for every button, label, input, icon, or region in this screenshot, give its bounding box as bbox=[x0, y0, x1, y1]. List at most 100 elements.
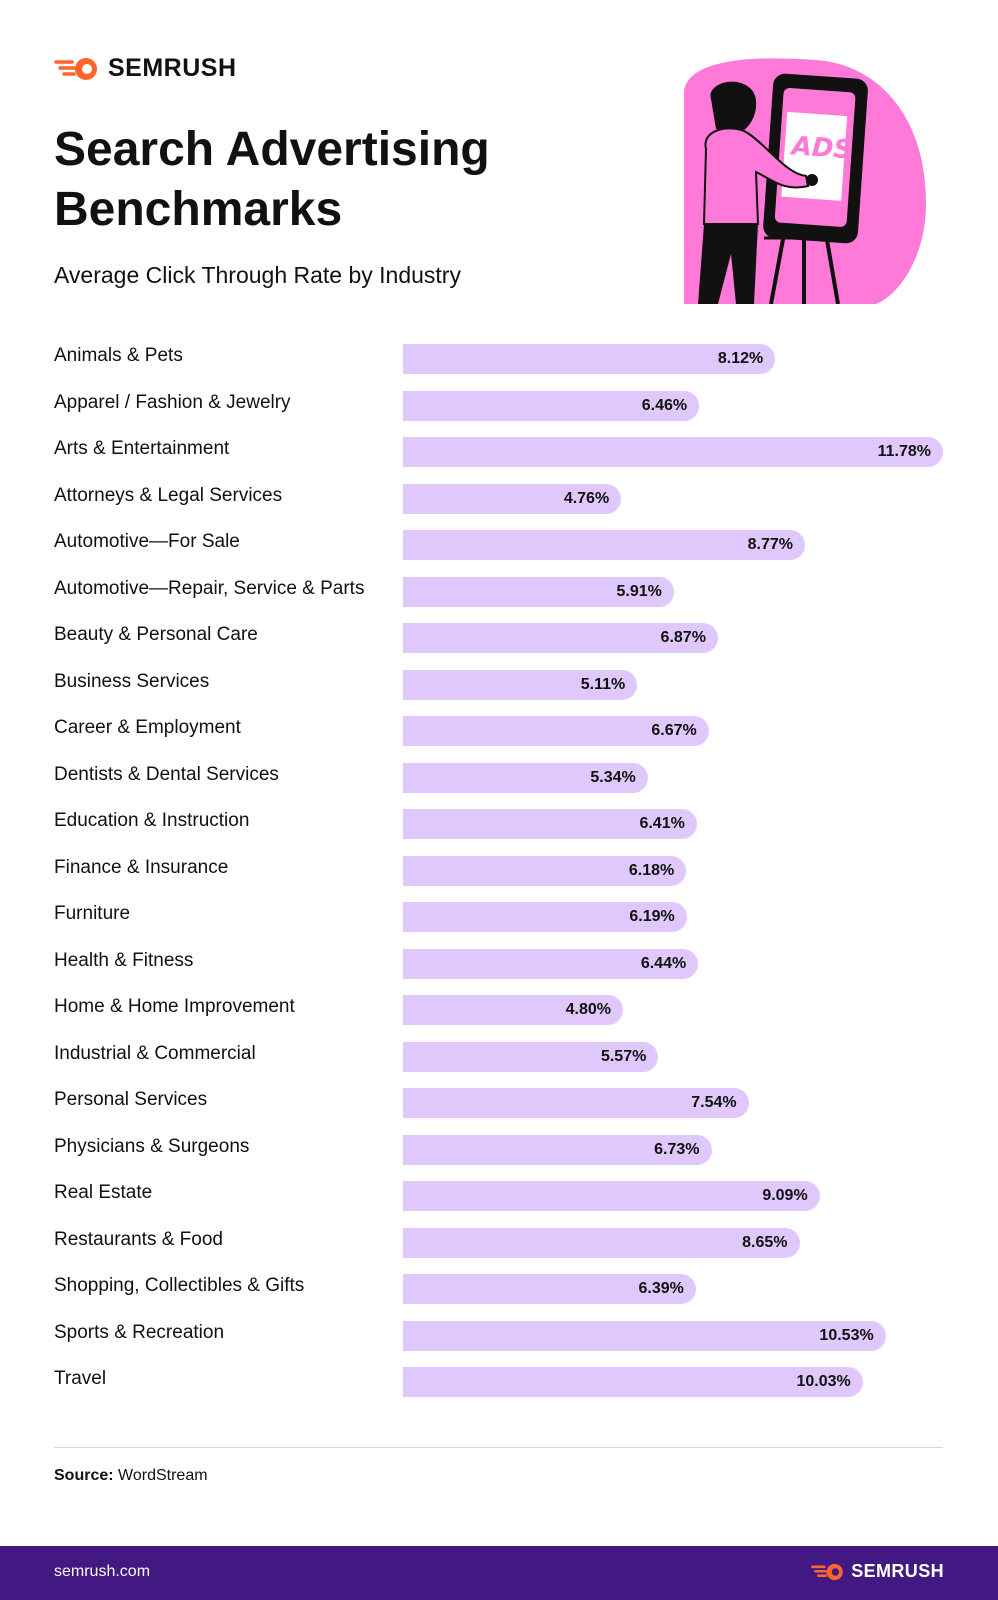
chart-row: Animals & Pets 8.12% bbox=[0, 330, 998, 377]
category-label: Restaurants & Food bbox=[54, 1228, 223, 1250]
data-bar bbox=[403, 995, 624, 1025]
source-value: WordStream bbox=[118, 1467, 208, 1484]
data-value-label: 6.41% bbox=[639, 815, 685, 832]
category-label: Beauty & Personal Care bbox=[54, 624, 258, 645]
data-bar bbox=[403, 623, 718, 653]
semrush-logo-top: SEMRUSH bbox=[54, 54, 237, 83]
chart-row: Furniture 6.19% bbox=[0, 888, 998, 935]
data-bar bbox=[403, 1274, 696, 1304]
data-value-label: 6.87% bbox=[660, 629, 706, 646]
chart-row: Industrial & Commercial 5.57% bbox=[0, 1028, 998, 1075]
chart-row: Sports & Recreation 10.53% bbox=[0, 1307, 998, 1354]
data-value-label: 9.09% bbox=[762, 1187, 808, 1204]
data-value-label: 4.76% bbox=[563, 489, 610, 507]
data-value-label: 6.73% bbox=[654, 1140, 700, 1158]
category-label: Real Estate bbox=[54, 1182, 153, 1203]
category-label: Attorneys & Legal Services bbox=[54, 484, 283, 506]
category-label: Animals & Pets bbox=[54, 345, 183, 366]
category-label: Education & Instruction bbox=[54, 810, 250, 831]
data-bar bbox=[403, 530, 806, 560]
chart-row: Business Services 5.11% bbox=[0, 656, 998, 703]
semrush-logo-bottom: SEMRUSH bbox=[811, 1561, 944, 1582]
ctr-bar-chart: Animals & Pets 8.12% Apparel / Fashion & J… bbox=[0, 330, 998, 1430]
category-label: Furniture bbox=[54, 903, 131, 924]
chart-row: Home & Home Improvement 4.80% bbox=[0, 981, 998, 1028]
data-bar bbox=[403, 669, 638, 700]
category-label: Arts & Entertainment bbox=[54, 438, 230, 459]
chart-row: Automotive—Repair, Service & Parts 5.91% bbox=[0, 563, 998, 610]
person-figure-icon bbox=[698, 81, 818, 304]
data-bar bbox=[403, 390, 700, 421]
tablet-screen-icon: ADS bbox=[763, 73, 868, 244]
chart-row: Physicians & Surgeons 6.73% bbox=[0, 1121, 998, 1168]
category-label: Industrial & Commercial bbox=[54, 1042, 256, 1064]
data-bar bbox=[403, 1367, 863, 1397]
data-value-label: 6.44% bbox=[640, 954, 687, 972]
data-bar bbox=[403, 344, 776, 374]
data-bar bbox=[403, 855, 687, 886]
data-bar bbox=[403, 1088, 749, 1118]
data-bar bbox=[403, 762, 648, 793]
chart-row: Personal Services 7.54% bbox=[0, 1074, 998, 1121]
category-label: Business Services bbox=[54, 670, 210, 692]
data-value-label: 6.39% bbox=[638, 1280, 684, 1297]
footer-bar: semrush.com SEMRUSH bbox=[0, 1546, 998, 1600]
brand-name-footer: SEMRUSH bbox=[851, 1561, 944, 1581]
brand-name: SEMRUSH bbox=[108, 54, 237, 82]
chart-row: Travel 10.03% bbox=[0, 1353, 998, 1400]
footer-url[interactable]: semrush.com bbox=[54, 1563, 151, 1580]
category-label: Automotive—For Sale bbox=[54, 531, 240, 552]
footer-divider bbox=[54, 1447, 943, 1448]
category-label: Sports & Recreation bbox=[54, 1321, 225, 1343]
data-value-label: 6.18% bbox=[628, 861, 675, 879]
chart-row: Real Estate 9.09% bbox=[0, 1167, 998, 1214]
data-value-label: 6.19% bbox=[629, 908, 675, 925]
data-value-label: 8.65% bbox=[742, 1233, 788, 1251]
data-value-label: 10.03% bbox=[796, 1373, 851, 1390]
data-bar bbox=[403, 1041, 659, 1072]
data-value-label: 8.77% bbox=[747, 536, 794, 553]
data-value-label: 8.12% bbox=[717, 350, 764, 367]
category-label: Career & Employment bbox=[54, 717, 241, 738]
category-label: Home & Home Improvement bbox=[54, 996, 295, 1017]
chart-row: Health & Fitness 6.44% bbox=[0, 935, 998, 982]
category-label: Automotive—Repair, Service & Parts bbox=[54, 577, 365, 599]
chart-row: Automotive—For Sale 8.77% bbox=[0, 516, 998, 563]
source-label: Source: bbox=[54, 1467, 114, 1484]
chart-row: Restaurants & Food 8.65% bbox=[0, 1214, 998, 1261]
chart-row: Career & Employment 6.67% bbox=[0, 702, 998, 749]
data-value-label: 7.54% bbox=[691, 1094, 737, 1111]
category-label: Shopping, Collectibles & Gifts bbox=[54, 1275, 305, 1296]
chart-row: Apparel / Fashion & Jewelry 6.46% bbox=[0, 377, 998, 424]
category-label: Travel bbox=[54, 1368, 107, 1389]
data-value-label: 11.78% bbox=[877, 443, 931, 460]
data-bar bbox=[403, 809, 697, 839]
category-label: Physicians & Surgeons bbox=[54, 1135, 250, 1157]
semrush-flame-icon bbox=[811, 1563, 843, 1580]
chart-row: Education & Instruction 6.41% bbox=[0, 795, 998, 842]
category-label: Health & Fitness bbox=[54, 949, 194, 971]
data-bar bbox=[403, 483, 622, 514]
svg-text:ADS: ADS bbox=[789, 131, 853, 165]
data-value-label: 5.11% bbox=[580, 675, 626, 693]
data-bar bbox=[403, 576, 674, 607]
semrush-flame-icon bbox=[54, 57, 97, 80]
data-bar bbox=[403, 1134, 712, 1165]
data-value-label: 10.53% bbox=[819, 1326, 874, 1344]
data-bar bbox=[403, 1227, 800, 1258]
chart-row: Beauty & Personal Care 6.87% bbox=[0, 609, 998, 656]
page-title: Search Advertising Benchmarks bbox=[54, 123, 490, 236]
data-bar bbox=[403, 437, 943, 467]
data-bar bbox=[403, 1320, 886, 1351]
chart-row: Dentists & Dental Services 5.34% bbox=[0, 749, 998, 796]
data-value-label: 6.67% bbox=[651, 722, 697, 739]
data-value-label: 5.57% bbox=[600, 1047, 647, 1065]
category-label: Personal Services bbox=[54, 1089, 208, 1110]
data-value-label: 5.91% bbox=[616, 582, 662, 600]
category-label: Dentists & Dental Services bbox=[54, 763, 279, 785]
chart-row: Attorneys & Legal Services 4.76% bbox=[0, 470, 998, 517]
data-bar bbox=[403, 716, 709, 746]
data-value-label: 5.34% bbox=[590, 768, 636, 786]
data-value-label: 6.46% bbox=[641, 396, 688, 414]
source-note: Source: WordStream bbox=[54, 1467, 208, 1485]
